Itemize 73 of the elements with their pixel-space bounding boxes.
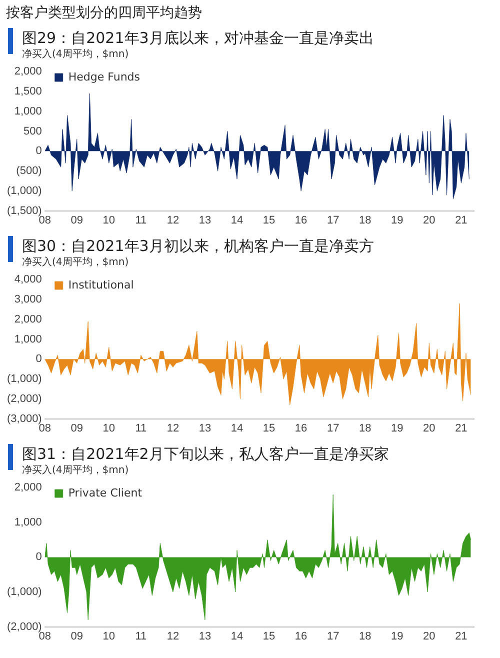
- chart-title: 按客户类型划分的四周平均趋势: [5, 4, 203, 23]
- y-tick-label: 0: [36, 145, 42, 158]
- y-tick-label: 2,000: [14, 482, 42, 494]
- x-tick-label: 09: [70, 422, 84, 434]
- x-tick-label: 17: [326, 422, 340, 434]
- x-tick-label: 16: [294, 214, 308, 226]
- legend-label: Institutional: [68, 278, 134, 292]
- y-tick-label: 2,000: [14, 313, 42, 326]
- y-tick-label: 1,000: [14, 516, 42, 528]
- y-tick-label: 4,000: [14, 274, 42, 286]
- x-tick-label: 14: [230, 630, 244, 642]
- x-tick-label: 19: [391, 214, 404, 226]
- x-tick-label: 12: [166, 422, 180, 434]
- x-tick-label: 18: [358, 214, 372, 226]
- y-tick-label: (3,000): [6, 412, 42, 425]
- y-tick-label: 3,000: [14, 294, 42, 306]
- legend-label: Hedge Funds: [68, 70, 140, 84]
- y-tick-label: (1,000): [6, 184, 42, 197]
- x-tick-label: 12: [166, 630, 180, 642]
- chart-title: 图30：自2021年3月初以来，机构客户一直是净卖方: [22, 237, 374, 255]
- x-tick-label: 15: [262, 422, 276, 434]
- x-tick-label: 10: [102, 422, 116, 434]
- chart-subtitle: 图29：自2021年3月底以来，对冲基金一直是净卖出: [22, 29, 374, 47]
- y-tick-label: 2,000: [14, 66, 42, 78]
- x-tick-label: 17: [326, 630, 340, 642]
- x-tick-label: 21: [455, 422, 468, 434]
- chart-title: 图31：自2021年2月下旬以来，私人客户一直是净买家: [22, 445, 389, 463]
- y-tick-label: 0: [36, 353, 42, 366]
- x-tick-label: 20: [423, 214, 436, 226]
- y-axis-title: 净买入(4周平均，$mn): [21, 48, 130, 62]
- x-tick-label: 16: [294, 422, 308, 434]
- x-tick-label: 09: [70, 630, 84, 642]
- x-tick-label: 10: [102, 630, 116, 642]
- y-tick-label: 0: [36, 551, 42, 564]
- y-tick-label: (2,000): [6, 392, 42, 405]
- x-tick-label: 13: [198, 630, 212, 642]
- x-tick-label: 11: [135, 422, 147, 434]
- x-tick-label: 13: [198, 214, 212, 226]
- legend-label: Private Client: [68, 486, 143, 500]
- x-tick-label: 08: [38, 630, 51, 642]
- x-tick-label: 09: [70, 214, 84, 226]
- y-tick-label: (1,500): [6, 204, 42, 217]
- y-tick-label: (1,000): [6, 373, 42, 386]
- x-tick-label: 12: [166, 214, 180, 226]
- x-tick-label: 20: [423, 422, 436, 434]
- y-tick-label: 1,000: [14, 333, 42, 346]
- x-tick-label: 21: [455, 214, 468, 226]
- x-tick-label: 14: [230, 214, 244, 226]
- y-tick-label: (1,000): [6, 586, 42, 598]
- x-tick-label: 19: [391, 422, 404, 434]
- y-tick-label: (2,000): [6, 620, 42, 633]
- x-tick-label: 18: [358, 630, 372, 642]
- x-tick-label: 13: [198, 422, 212, 434]
- x-tick-label: 10: [102, 214, 116, 226]
- y-tick-label: 1,500: [14, 86, 42, 98]
- x-tick-label: 16: [294, 630, 308, 642]
- x-tick-label: 21: [455, 630, 468, 642]
- y-tick-label: (500): [16, 165, 42, 178]
- x-tick-label: 15: [262, 214, 276, 226]
- y-tick-label: 500: [23, 125, 42, 138]
- x-tick-label: 14: [230, 422, 244, 434]
- x-tick-label: 08: [38, 422, 51, 434]
- x-tick-label: 18: [358, 422, 372, 434]
- y-tick-label: 1,000: [14, 105, 42, 118]
- x-tick-label: 11: [135, 214, 147, 226]
- x-tick-label: 17: [326, 214, 340, 226]
- x-tick-label: 15: [262, 630, 276, 642]
- x-tick-label: 20: [423, 630, 436, 642]
- y-axis-title: 净买入(4周平均，$mn): [21, 256, 130, 270]
- x-tick-label: 19: [391, 630, 404, 642]
- y-axis-title: 净买入(4周平均，$mn): [21, 464, 130, 478]
- x-tick-label: 08: [38, 214, 51, 226]
- x-tick-label: 11: [135, 630, 147, 642]
